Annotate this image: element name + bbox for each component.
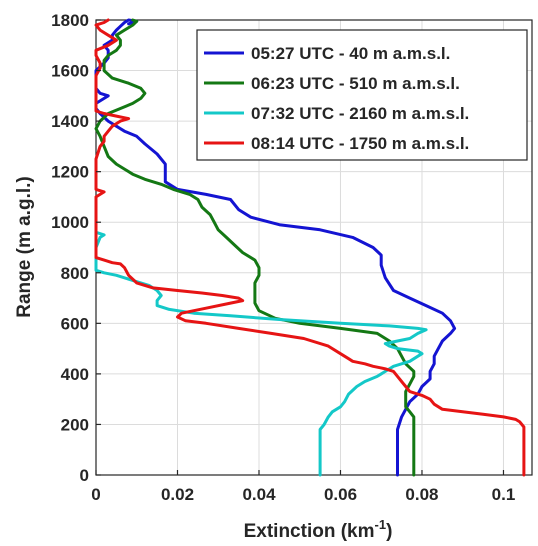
y-tick-label: 1000 xyxy=(51,213,89,232)
y-tick-label: 600 xyxy=(61,314,89,333)
legend-label-2: 06:23 UTC - 510 m a.m.s.l. xyxy=(251,74,460,93)
y-axis-label: Range (m a.g.l.) xyxy=(14,176,35,317)
y-tick-label: 1800 xyxy=(51,11,89,30)
legend: 05:27 UTC - 40 m a.m.s.l. 06:23 UTC - 510… xyxy=(196,29,528,161)
x-tick-label: 0.02 xyxy=(161,485,194,504)
y-tick-label: 1600 xyxy=(51,62,89,81)
series-line-1 xyxy=(94,18,457,477)
legend-label-1: 05:27 UTC - 40 m a.m.s.l. xyxy=(251,44,450,63)
legend-label-4: 08:14 UTC - 1750 m a.m.s.l. xyxy=(251,134,469,153)
x-tick-label: 0.06 xyxy=(324,485,357,504)
y-tick-label: 1200 xyxy=(51,163,89,182)
series-line-3 xyxy=(94,230,428,477)
series-line-4 xyxy=(94,18,526,477)
series-lines xyxy=(94,18,526,477)
y-axis-ticks: 0 200 400 600 800 1000 1200 1400 1600 1800 xyxy=(51,11,101,485)
x-tick-label: 0 xyxy=(91,485,100,504)
x-axis-label: Extinction (km-1) xyxy=(244,517,393,542)
x-tick-label: 0.04 xyxy=(242,485,276,504)
x-axis-ticks: 0 0.02 0.04 0.06 0.08 0.1 xyxy=(91,470,515,504)
y-tick-label: 1400 xyxy=(51,112,89,131)
legend-label-3: 07:32 UTC - 2160 m a.m.s.l. xyxy=(251,104,469,123)
y-tick-label: 400 xyxy=(61,365,89,384)
x-tick-label: 0.1 xyxy=(492,485,516,504)
y-tick-label: 200 xyxy=(61,415,89,434)
y-tick-label: 0 xyxy=(80,466,89,485)
y-tick-label: 800 xyxy=(61,264,89,283)
legend-box xyxy=(196,29,528,161)
series-line-2 xyxy=(94,18,416,477)
x-tick-label: 0.08 xyxy=(405,485,438,504)
